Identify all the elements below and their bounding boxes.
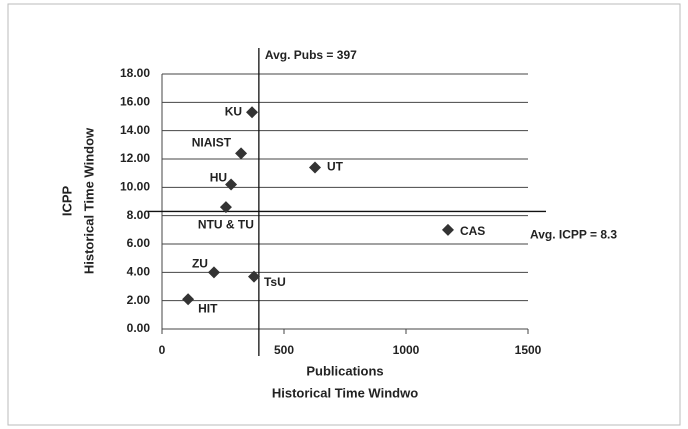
y-tick-label: 14.00 (120, 123, 150, 137)
point-label: TsU (264, 275, 286, 289)
y-tick-label: 6.00 (127, 236, 151, 250)
chart-border (7, 3, 681, 426)
reference-label: Avg. Pubs = 397 (265, 48, 357, 62)
y-tick-label: 12.00 (120, 151, 150, 165)
x-axis-title: Publications (306, 363, 383, 378)
point-label: KU (225, 104, 242, 118)
point-label: NTU & TU (198, 217, 254, 231)
y-tick-label: 16.00 (120, 95, 150, 109)
y-tick-label: 4.00 (127, 265, 151, 279)
point (225, 178, 238, 191)
y-tick-label: 18.00 (120, 66, 150, 80)
point (308, 161, 321, 174)
point-label: HU (210, 171, 227, 185)
y-tick-label: 8.00 (127, 208, 151, 222)
point (247, 270, 260, 283)
y-tick-label: 2.00 (127, 293, 151, 307)
x-tick-label: 500 (274, 343, 294, 357)
x-axis-title: Historical Time Windwo (272, 385, 418, 400)
point (207, 266, 220, 279)
point (235, 147, 248, 160)
point-label: NIAIST (192, 136, 232, 150)
point-label: ZU (192, 257, 208, 271)
x-tick-label: 1500 (515, 343, 542, 357)
y-axis-title: Historical Time Window (81, 127, 96, 274)
y-axis-title: ICPP (59, 186, 74, 217)
reference-label: Avg. ICPP = 8.3 (530, 228, 617, 242)
x-tick-label: 0 (159, 343, 166, 357)
y-tick-label: 10.00 (120, 180, 150, 194)
y-tick-label: 0.00 (127, 321, 151, 335)
point-label: UT (327, 160, 344, 174)
point (246, 106, 259, 119)
point-label: HIT (198, 301, 218, 315)
x-tick-label: 1000 (393, 343, 420, 357)
point (219, 201, 232, 214)
point (182, 293, 195, 306)
point (441, 223, 454, 236)
point-label: CAS (460, 224, 485, 238)
